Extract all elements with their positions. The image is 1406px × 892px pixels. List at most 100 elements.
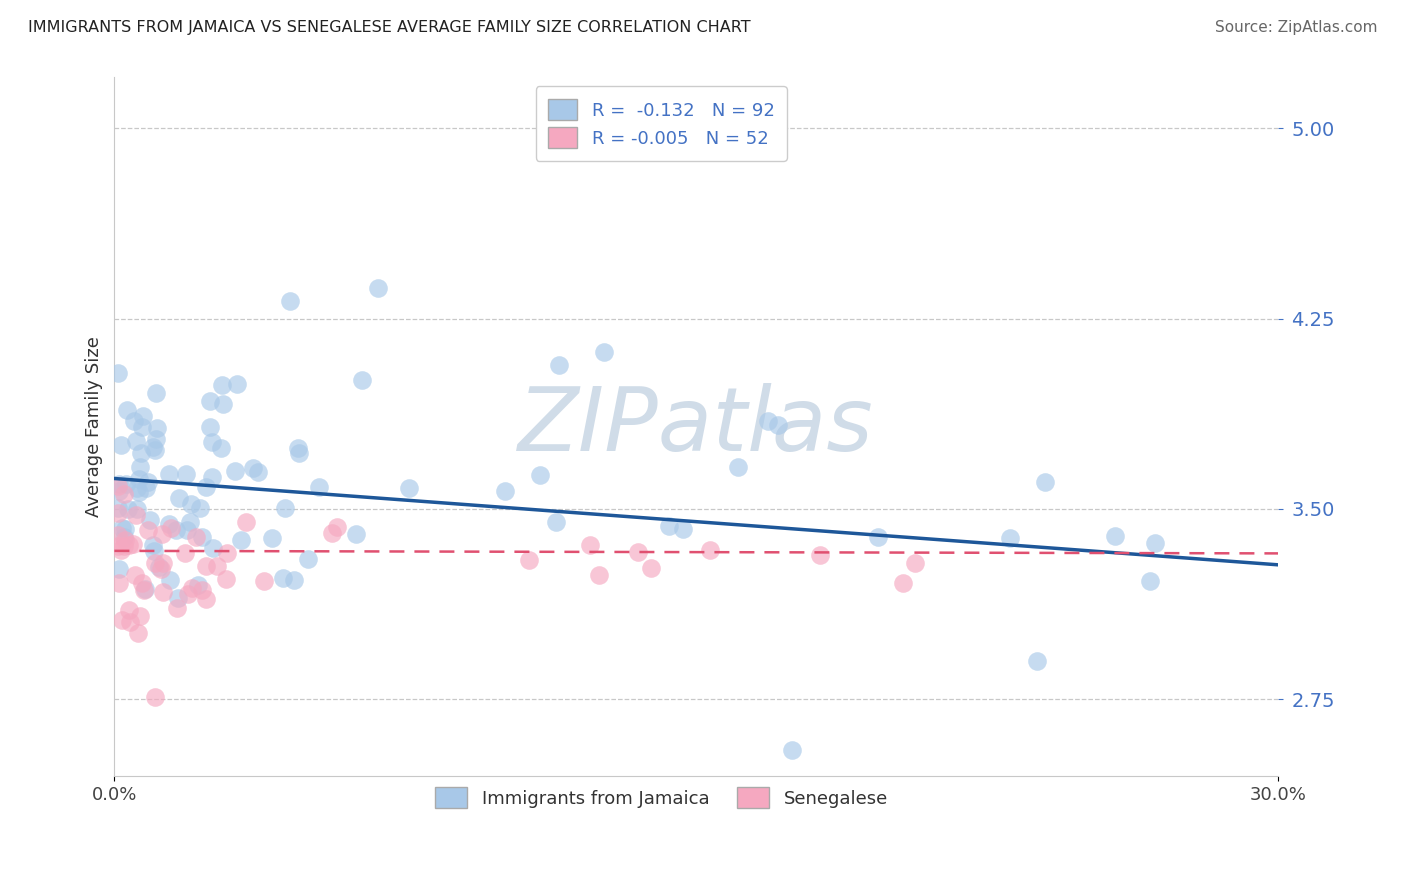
Point bbox=[107, 539, 129, 553]
Point bbox=[184, 530, 207, 544]
Point bbox=[118, 538, 141, 552]
Point bbox=[165, 523, 187, 537]
Point bbox=[174, 467, 197, 481]
Text: ZIPatlas: ZIPatlas bbox=[519, 384, 875, 469]
Point bbox=[215, 572, 238, 586]
Point bbox=[135, 481, 157, 495]
Point bbox=[200, 419, 222, 434]
Point bbox=[152, 556, 174, 570]
Point bbox=[780, 743, 803, 757]
Point bbox=[544, 515, 567, 529]
Point bbox=[278, 293, 301, 308]
Point bbox=[283, 573, 305, 587]
Point bbox=[166, 600, 188, 615]
Point bbox=[107, 366, 129, 380]
Point bbox=[145, 432, 167, 446]
Text: IMMIGRANTS FROM JAMAICA VS SENEGALESE AVERAGE FAMILY SIZE CORRELATION CHART: IMMIGRANTS FROM JAMAICA VS SENEGALESE AV… bbox=[28, 20, 751, 35]
Point bbox=[229, 533, 252, 547]
Point bbox=[157, 467, 180, 482]
Point bbox=[274, 500, 297, 515]
Point bbox=[195, 592, 218, 607]
Point bbox=[110, 438, 132, 452]
Point bbox=[225, 377, 247, 392]
Point bbox=[578, 538, 600, 552]
Y-axis label: Average Family Size: Average Family Size bbox=[86, 336, 103, 516]
Point bbox=[187, 577, 209, 591]
Point bbox=[167, 491, 190, 505]
Point bbox=[246, 465, 269, 479]
Point bbox=[108, 476, 131, 491]
Point bbox=[194, 559, 217, 574]
Point bbox=[529, 467, 551, 482]
Legend: Immigrants from Jamaica, Senegalese: Immigrants from Jamaica, Senegalese bbox=[427, 780, 896, 815]
Point bbox=[129, 608, 152, 623]
Point bbox=[118, 602, 141, 616]
Point bbox=[866, 530, 889, 544]
Point bbox=[235, 515, 257, 529]
Point bbox=[129, 459, 152, 474]
Point bbox=[136, 523, 159, 537]
Point bbox=[112, 487, 135, 501]
Point bbox=[118, 615, 141, 629]
Point bbox=[174, 546, 197, 560]
Point bbox=[200, 435, 222, 450]
Point bbox=[201, 469, 224, 483]
Point bbox=[191, 583, 214, 598]
Point bbox=[107, 479, 129, 493]
Point bbox=[808, 548, 831, 562]
Point bbox=[148, 560, 170, 574]
Point bbox=[127, 481, 149, 495]
Point bbox=[308, 480, 330, 494]
Point bbox=[672, 522, 695, 536]
Point bbox=[205, 558, 228, 573]
Point bbox=[108, 576, 131, 591]
Point bbox=[998, 531, 1021, 545]
Point bbox=[159, 516, 181, 531]
Point bbox=[297, 551, 319, 566]
Point bbox=[160, 521, 183, 535]
Point bbox=[367, 281, 389, 295]
Point bbox=[904, 556, 927, 570]
Point bbox=[215, 546, 238, 560]
Point bbox=[588, 568, 610, 582]
Point bbox=[142, 440, 165, 454]
Point bbox=[273, 571, 295, 585]
Point bbox=[143, 443, 166, 458]
Point bbox=[107, 483, 129, 498]
Point bbox=[139, 513, 162, 527]
Point bbox=[111, 613, 134, 627]
Point bbox=[122, 414, 145, 428]
Point bbox=[517, 553, 540, 567]
Point bbox=[117, 501, 139, 516]
Point bbox=[125, 502, 148, 516]
Point bbox=[242, 460, 264, 475]
Point bbox=[176, 523, 198, 537]
Point bbox=[209, 442, 232, 456]
Point bbox=[132, 583, 155, 598]
Point bbox=[344, 527, 367, 541]
Text: Source: ZipAtlas.com: Source: ZipAtlas.com bbox=[1215, 20, 1378, 35]
Point bbox=[111, 521, 134, 535]
Point bbox=[145, 385, 167, 400]
Point bbox=[181, 581, 204, 595]
Point bbox=[146, 421, 169, 435]
Point bbox=[110, 542, 132, 557]
Point bbox=[152, 585, 174, 599]
Point bbox=[640, 561, 662, 575]
Point bbox=[287, 441, 309, 455]
Point bbox=[350, 373, 373, 387]
Point bbox=[167, 591, 190, 605]
Point bbox=[114, 539, 136, 553]
Point bbox=[1033, 475, 1056, 489]
Point bbox=[159, 573, 181, 587]
Point bbox=[143, 690, 166, 704]
Point bbox=[115, 477, 138, 491]
Point bbox=[699, 542, 721, 557]
Point bbox=[891, 576, 914, 591]
Point bbox=[211, 397, 233, 411]
Point bbox=[128, 485, 150, 500]
Point bbox=[131, 576, 153, 591]
Point bbox=[142, 543, 165, 558]
Point bbox=[627, 545, 650, 559]
Point bbox=[211, 377, 233, 392]
